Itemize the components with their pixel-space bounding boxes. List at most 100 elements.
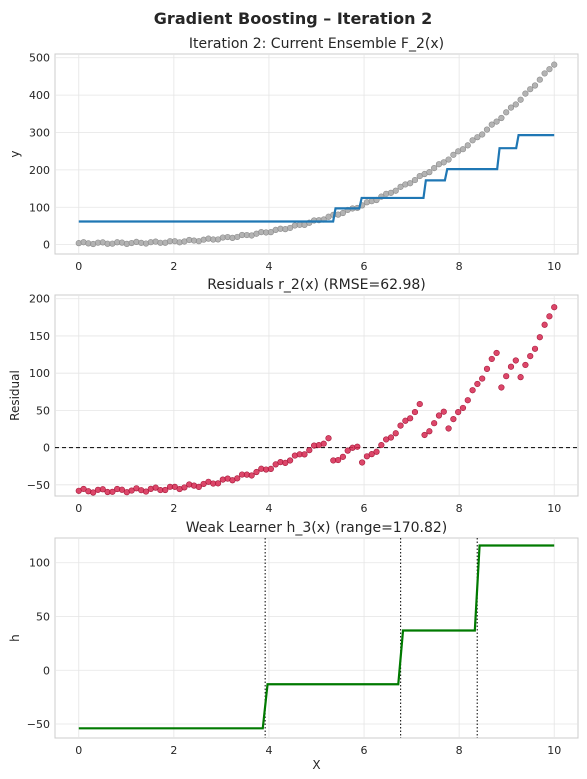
training-point [493,118,500,125]
figure-title: Gradient Boosting – Iteration 2 [154,9,432,28]
residual-point [416,400,423,408]
y-axis-label: h [8,634,22,642]
x-tick-label: 8 [456,502,463,515]
residual-point [109,488,116,495]
x-tick-label: 8 [456,260,463,273]
residual-point [306,447,313,454]
residual-point [503,373,510,380]
training-point [527,86,534,93]
training-point [392,187,399,194]
weak-learner-line [78,544,555,730]
training-point [431,164,438,172]
training-point [440,159,447,166]
training-point [517,96,524,103]
x-tick-label: 0 [75,260,82,273]
plot-area [54,294,579,497]
training-point [286,224,294,232]
training-point [474,134,481,141]
residual-point [282,459,289,466]
residual-point [450,416,457,423]
residual-point [474,380,481,388]
x-tick-label: 6 [361,502,368,515]
x-tick-label: 6 [361,260,368,273]
residual-point [435,412,443,419]
residual-point [402,417,409,424]
residual-point [99,486,106,493]
y-tick-label: 0 [43,664,50,677]
residual-point [142,488,150,495]
y-axis-label: y [8,150,22,157]
residual-point [512,357,519,364]
y-tick-label: 50 [36,610,50,623]
x-tick-label: 10 [547,744,561,757]
x-tick-label: 8 [456,744,463,757]
x-tick-label: 10 [547,502,561,515]
residual-point [267,465,274,472]
training-point [407,180,414,187]
training-point [397,183,404,190]
residual-point [397,422,404,429]
residual-point [339,453,347,460]
x-tick-label: 4 [265,502,272,515]
training-point [512,101,519,108]
residual-point [373,448,380,455]
training-point [488,121,495,128]
residual-point [234,475,241,482]
training-point [531,82,539,89]
y-tick-label: 300 [29,127,50,140]
residual-point [531,345,539,352]
training-point [522,90,529,97]
y-tick-label: 100 [29,367,50,380]
residual-point [541,321,548,328]
x-tick-label: 2 [170,260,177,273]
y-tick-label: 100 [29,201,50,214]
grid [55,538,578,738]
residual-point [301,451,308,458]
x-tick-label: 10 [547,260,561,273]
residual-point [344,447,351,454]
training-point [339,209,347,217]
residual-point [431,420,438,427]
residual-point [162,486,169,494]
residual-point [426,428,433,435]
x-tick-label: 2 [170,502,177,515]
residual-point [320,440,327,447]
residual-point [335,456,342,464]
residual-point [152,484,159,491]
x-tick-label: 4 [265,260,272,273]
x-tick-label: 6 [361,744,368,757]
residual-point [90,489,97,496]
residual-point [421,431,428,439]
residual-point [359,459,366,466]
y-tick-label: 0 [43,442,50,455]
y-tick-label: −50 [27,718,50,731]
residual-point [464,397,471,404]
residual-point [195,483,202,490]
y-tick-label: 200 [29,293,50,306]
residual-point [455,409,462,416]
training-points [75,61,558,248]
x-tick-label: 0 [75,744,82,757]
training-point [507,104,515,111]
training-point [498,114,505,122]
residual-point [378,441,385,449]
residual-point [488,355,495,363]
training-point [411,176,419,184]
training-point [503,109,510,116]
x-axis-label: X [312,758,320,772]
plot-area [54,537,579,739]
residual-point [522,361,529,369]
training-point [479,131,486,138]
y-tick-label: 150 [29,330,50,343]
residual-point [483,365,491,372]
x-tick-label: 4 [265,744,272,757]
residual-point [445,425,452,432]
training-point [445,156,452,163]
y-tick-label: −50 [27,479,50,492]
panel-title: Iteration 2: Current Ensemble F_2(x) [189,36,444,52]
panel-residuals: 0 2 4 6 8 10 −50 0 50 100 150 200 Residuals r_2(x) (… [8,277,579,515]
residual-point [354,443,361,450]
y-tick-label: 500 [29,52,50,65]
training-point [536,76,543,83]
